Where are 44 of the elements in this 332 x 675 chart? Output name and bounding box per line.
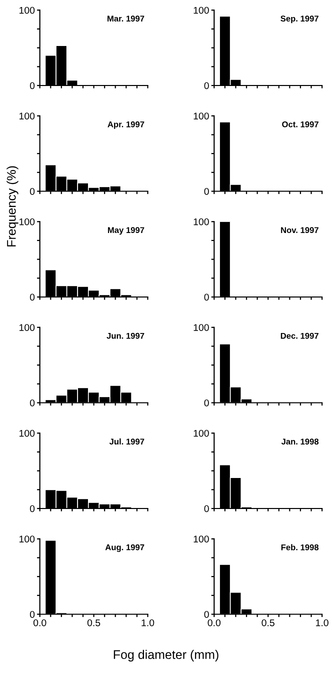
- y-tick-label: 100: [20, 324, 35, 331]
- y-tick-label: 100: [20, 218, 35, 226]
- y-tick-label: 100: [20, 6, 35, 14]
- y-tick-label: 0: [30, 294, 35, 301]
- y-tick-label: 0: [204, 399, 209, 406]
- x-axis-title: Fog diameter (mm): [114, 650, 218, 662]
- text: Sep. 1997: [280, 16, 318, 24]
- y-tick-label: 0: [204, 82, 209, 90]
- y-tick-label: 100: [20, 536, 35, 542]
- y-tick-label: 0: [204, 505, 209, 512]
- y-tick-label: 0: [204, 610, 209, 618]
- x-tick-label: 1.0: [142, 619, 154, 626]
- y-tick-label: 0: [204, 294, 209, 301]
- x-tick-label: 0.0: [33, 619, 46, 626]
- y-tick-label: 100: [194, 6, 209, 14]
- text: Jan. 1998: [281, 438, 319, 445]
- y-tick-label: 100: [194, 536, 209, 542]
- x-tick-label: 0.0: [208, 619, 221, 626]
- y-tick-label: 0: [30, 82, 35, 90]
- y-tick-label: 0: [30, 399, 35, 406]
- text: Oct. 1997: [282, 121, 318, 128]
- y-tick-label: 100: [194, 112, 209, 120]
- text: May 1997: [108, 227, 144, 235]
- y-tick-label: 0: [204, 188, 209, 195]
- y-tick-label: 100: [194, 324, 209, 331]
- chart-title: Jul. 1997: [109, 438, 144, 445]
- text: Nov. 1997: [281, 227, 318, 234]
- x-tick-label: 0.5: [87, 619, 100, 626]
- text: Jun. 1997: [106, 332, 144, 339]
- y-tick-label: 100: [20, 430, 35, 437]
- text: Mar. 1997: [108, 16, 144, 22]
- y-tick-label: 100: [194, 430, 209, 437]
- chart-title: Feb. 1998: [281, 544, 319, 550]
- x-tick-label: 0.5: [262, 619, 274, 626]
- x-tick-label: 1.0: [316, 619, 328, 626]
- y-tick-label: 0: [30, 188, 35, 195]
- y-tick-label: 0: [30, 610, 35, 618]
- y-tick-label: 100: [194, 218, 209, 226]
- y-tick-label: 0: [30, 505, 35, 512]
- text: Apr. 1997: [108, 121, 144, 129]
- text: Aug. 1997: [105, 544, 144, 552]
- text: Dec. 1997: [280, 332, 318, 339]
- y-axis-title: Frequency (%): [6, 166, 18, 246]
- y-tick-label: 100: [20, 112, 35, 120]
